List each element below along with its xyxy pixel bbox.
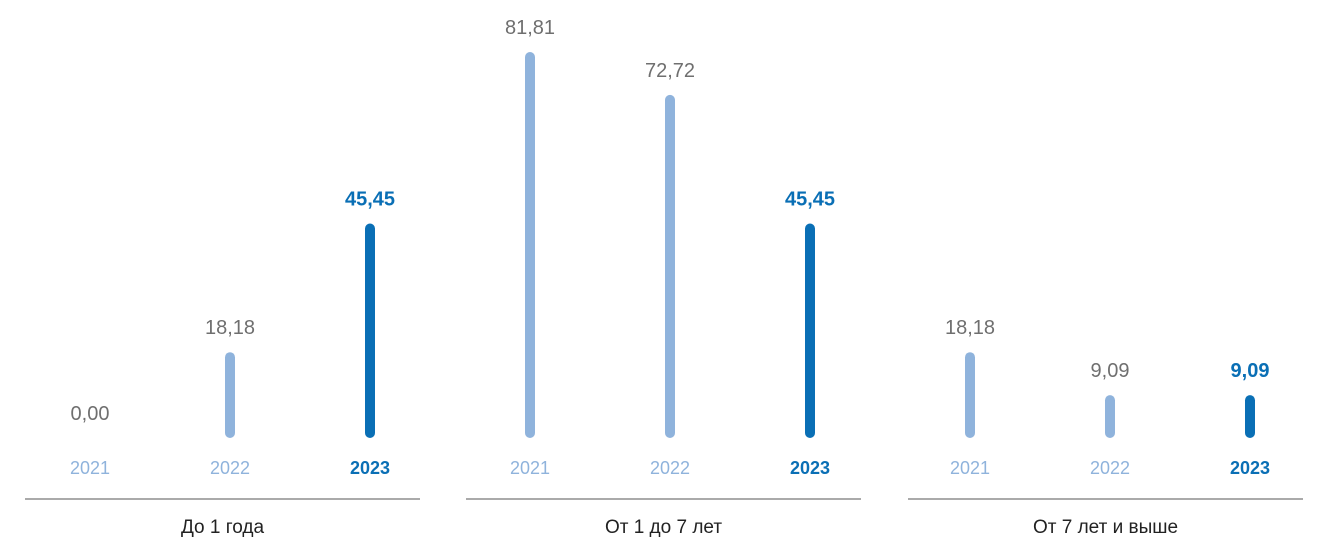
bar-2022-group-1 (225, 352, 235, 438)
value-label: 9,09 (1091, 360, 1130, 382)
group-label: От 7 лет и выше (1033, 517, 1178, 538)
year-tick-label: 2022 (210, 458, 250, 478)
bar-2021-group-2 (525, 52, 535, 438)
bar-2021-group-3 (965, 352, 975, 438)
group-label: От 1 до 7 лет (605, 517, 722, 538)
year-tick-label: 2021 (510, 458, 550, 478)
year-tick-label: 2021 (70, 458, 110, 478)
value-label: 45,45 (345, 189, 395, 211)
year-tick-label: 2023 (790, 458, 830, 478)
year-tick-label: 2022 (1090, 458, 1130, 478)
bar-2023-group-1 (365, 223, 375, 438)
bar-group-2: 81,81 2021 72,72 2022 45,45 2023 От 1 до 7 лет (466, 17, 861, 538)
value-label: 18,18 (205, 317, 255, 339)
year-tick-label: 2021 (950, 458, 990, 478)
year-tick-label: 2022 (650, 458, 690, 478)
value-label: 18,18 (945, 317, 995, 339)
bar-group-1: 0,00 2021 18,18 2022 45,45 2023 До 1 года (25, 189, 420, 538)
bar-2022-group-2 (665, 94, 675, 438)
bar-2023-group-3 (1245, 395, 1255, 438)
value-label: 9,09 (1231, 360, 1270, 382)
year-tick-label: 2023 (1230, 458, 1270, 478)
value-label: 45,45 (785, 189, 835, 211)
year-tick-label: 2023 (350, 458, 390, 478)
bar-2022-group-3 (1105, 395, 1115, 438)
value-label: 0,00 (71, 403, 110, 425)
value-label: 81,81 (505, 17, 555, 39)
value-label: 72,72 (645, 60, 695, 82)
bar-2023-group-2 (805, 223, 815, 438)
bar-group-3: 18,18 2021 9,09 2022 9,09 2023 От 7 лет и выше (908, 317, 1303, 538)
group-label: До 1 года (181, 517, 265, 538)
